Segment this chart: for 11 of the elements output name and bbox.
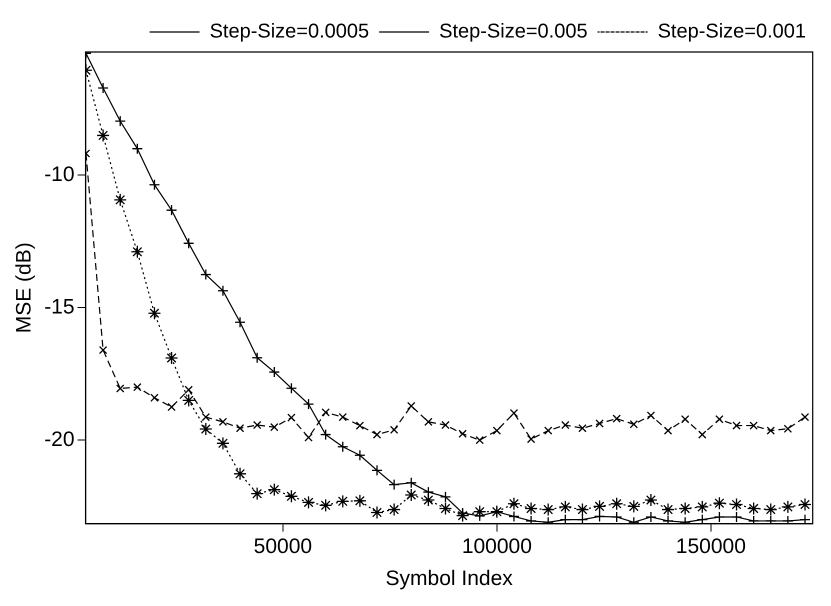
y-tick-label: -20	[44, 428, 75, 451]
y-tick-label: -10	[44, 162, 75, 186]
x-tick-label: 100000	[462, 534, 532, 558]
x-tick-label: 150000	[676, 534, 746, 558]
legend-label: Step-Size=0.005	[439, 20, 588, 43]
x-tick-label: 50000	[254, 534, 312, 558]
y-axis-title: MSE (dB)	[12, 242, 36, 334]
legend-label: Step-Size=0.001	[658, 20, 806, 43]
legend-label: Step-Size=0.0005	[210, 20, 370, 43]
y-tick-label: -15	[44, 295, 75, 318]
x-axis-title: Symbol Index	[386, 567, 514, 590]
